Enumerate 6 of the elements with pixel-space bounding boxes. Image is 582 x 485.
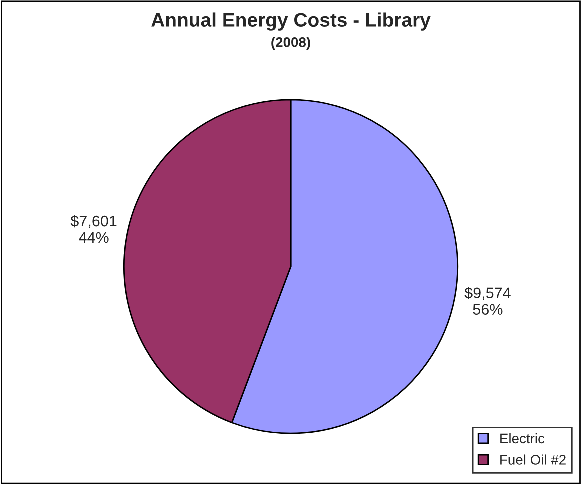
data-label: $9,574 56% bbox=[464, 287, 511, 316]
legend-label: Electric bbox=[500, 433, 545, 444]
data-label: $7,601 44% bbox=[70, 215, 117, 244]
chart-subtitle: (2008) bbox=[272, 37, 310, 50]
chart-title: Annual Energy Costs - Library bbox=[152, 12, 431, 31]
legend-label: Fuel Oil #2 bbox=[500, 454, 566, 465]
